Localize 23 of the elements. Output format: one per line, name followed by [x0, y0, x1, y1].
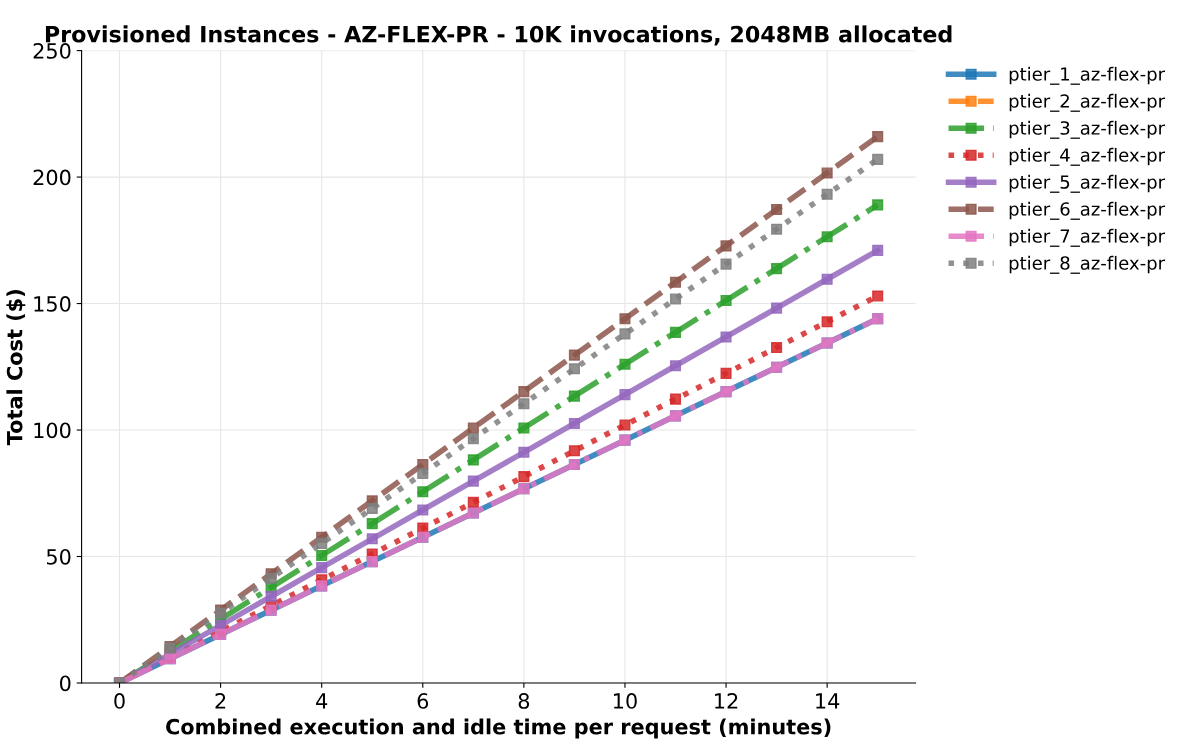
legend-label: ptier_8_az-flex-pr [1009, 255, 1166, 274]
y-axis-title: Total Cost ($) [6, 290, 26, 446]
y-tick-label: 50 [46, 548, 71, 565]
x-tick-label: 10 [614, 693, 637, 709]
x-tick-label: 14 [816, 693, 840, 709]
x-tick-label: 12 [715, 693, 738, 709]
x-tick-label: 6 [417, 693, 429, 709]
legend-label: ptier_7_az-flex-pr [1009, 228, 1166, 247]
x-axis-title: Combined execution and idle time per request (minutes) [166, 718, 831, 739]
legend-label: ptier_6_az-flex-pr [1009, 201, 1166, 220]
y-tick-label: 0 [60, 675, 71, 692]
x-tick-label: 8 [518, 693, 530, 709]
legend-label: ptier_5_az-flex-pr [1009, 174, 1166, 193]
legend-label: ptier_1_az-flex-pr [1009, 66, 1166, 85]
legend-label: ptier_4_az-flex-pr [1009, 147, 1166, 166]
y-tick-label: 100 [34, 422, 71, 439]
x-tick-label: 0 [114, 693, 125, 709]
legend-label: ptier_3_az-flex-pr [1009, 120, 1166, 139]
y-tick-label: 150 [34, 296, 71, 312]
y-tick-label: 200 [33, 169, 71, 186]
x-tick-label: 4 [316, 693, 328, 709]
x-tick-label: 2 [215, 693, 226, 709]
legend-label: ptier_2_az-flex-pr [1009, 93, 1166, 112]
